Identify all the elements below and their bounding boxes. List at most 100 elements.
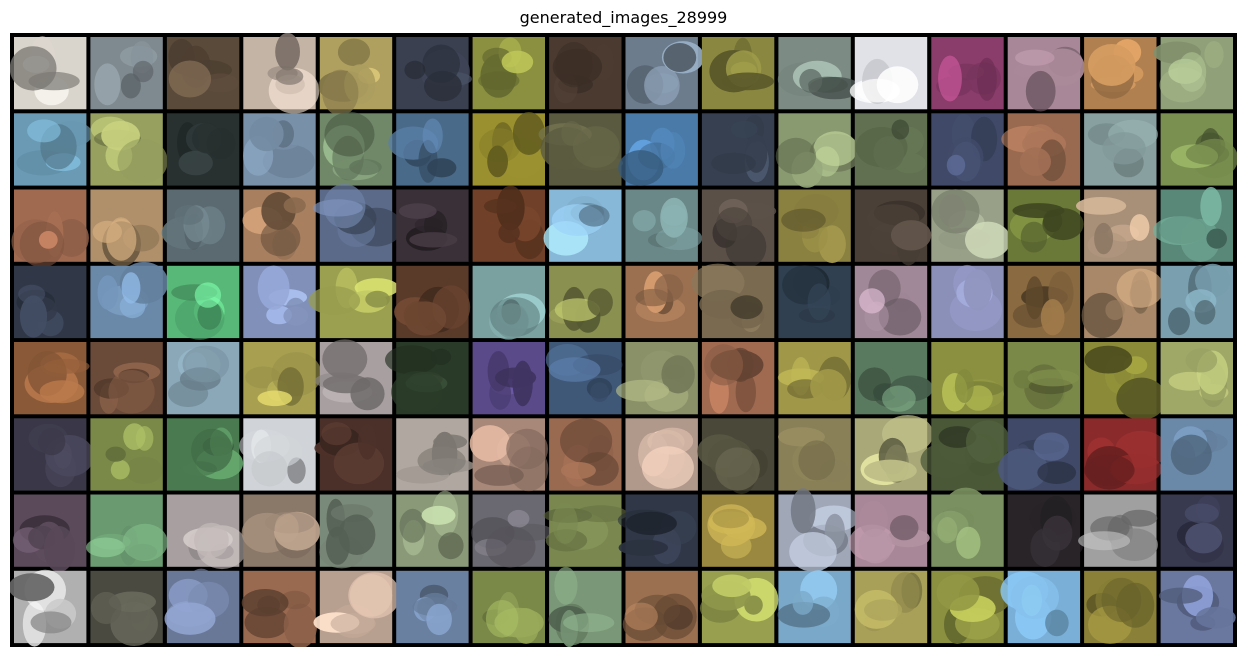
tile-blob [1013,370,1034,389]
tile-blob [507,509,530,528]
tile-blob [954,369,974,403]
tile-blob [1040,299,1065,336]
tile-blob [807,283,831,321]
tile-blob [385,345,438,375]
tile-blob [430,348,452,365]
tile-blob [110,459,130,480]
tile-blob [882,385,916,412]
tile-blob [330,613,376,635]
tile-blob [1102,132,1146,165]
tile-blob [721,72,775,91]
generated-image-tile [622,570,698,644]
generated-image-tile [775,113,863,188]
tile-blob [1033,432,1069,461]
tile-blob [251,451,288,487]
tile-blob [560,418,613,464]
tile-blob [590,382,610,402]
tile-blob [574,505,628,523]
tile-blob [715,447,760,491]
generated-image-tile [1084,342,1167,420]
tile-blob [552,502,578,544]
tile-blob [618,150,664,186]
tile-blob [192,122,223,154]
generated-image-tile [12,494,87,572]
tile-blob [512,112,545,155]
generated-image-tile [1084,418,1168,491]
tile-blob [182,345,230,383]
tile-blob [1195,606,1236,629]
generated-image-tile [164,568,240,644]
tile-blob [86,537,125,558]
tile-blob [1025,276,1044,320]
tile-blob [859,288,885,314]
generated-image-tile [697,418,775,495]
tile-blob [365,290,390,308]
generated-image-tile [931,264,1004,339]
generated-image-tile [396,37,472,110]
tile-blob [1088,44,1136,86]
tile-blob [789,532,837,572]
tile-blob [495,303,529,339]
generated-image-tile [701,37,775,110]
generated-image-tile [931,113,1004,186]
tile-blob [1045,609,1069,637]
tile-blob [858,528,893,564]
generated-image-tile [313,570,401,644]
generated-image-tile [86,494,168,567]
tile-blob [1116,268,1164,308]
tile-blob [663,43,697,72]
tile-blob [554,566,578,605]
generated-image-tile [1007,189,1084,262]
generated-image-tile [90,261,169,339]
tile-blob [1084,345,1133,374]
tile-blob [426,603,452,636]
tile-blob [1185,348,1218,373]
tile-blob [572,126,620,168]
generated-image-tile [998,418,1081,491]
tile-blob [399,508,426,543]
tile-blob [94,63,121,106]
tile-blob [38,231,58,249]
tile-blob [548,357,601,382]
generated-image-tile [166,494,248,570]
generated-image-tile [242,189,316,262]
tile-blob [283,197,306,214]
tile-blob [660,197,688,238]
generated-image-tile [854,113,928,186]
tile-blob [422,118,443,154]
tile-blob [506,428,548,470]
generated-image-tile [469,418,549,492]
tile-blob [409,232,458,248]
generated-image-tile [90,113,168,186]
tile-blob [27,119,61,143]
generated-image-tile [625,265,698,339]
tile-blob [864,599,903,621]
tile-blob [43,358,90,374]
generated-image-tile [471,494,554,568]
tile-blob [632,210,656,232]
tile-blob [275,67,304,85]
generated-image-tile [854,570,928,644]
tile-blob [889,515,919,541]
tile-blob [712,574,752,598]
generated-image-tile [166,418,244,491]
generated-image-tile [617,494,698,567]
tile-blob [1042,515,1073,551]
generated-image-tile [239,418,316,491]
tile-blob [108,370,155,414]
generated-image-tile [243,342,322,415]
generated-image-tile [1078,494,1158,567]
tile-blob [1094,222,1114,255]
tile-blob [125,456,163,484]
tile-blob [1010,575,1059,620]
tile-blob [1037,461,1077,484]
tile-blob [735,371,756,413]
tile-blob [498,222,520,244]
generated-image-tile [699,570,779,644]
generated-image-tile [472,265,546,340]
tile-blob [1078,531,1131,551]
generated-image-tile [549,265,622,339]
generated-image-tile [396,418,475,491]
generated-image-tile [931,342,1004,415]
tile-blob [30,611,72,634]
